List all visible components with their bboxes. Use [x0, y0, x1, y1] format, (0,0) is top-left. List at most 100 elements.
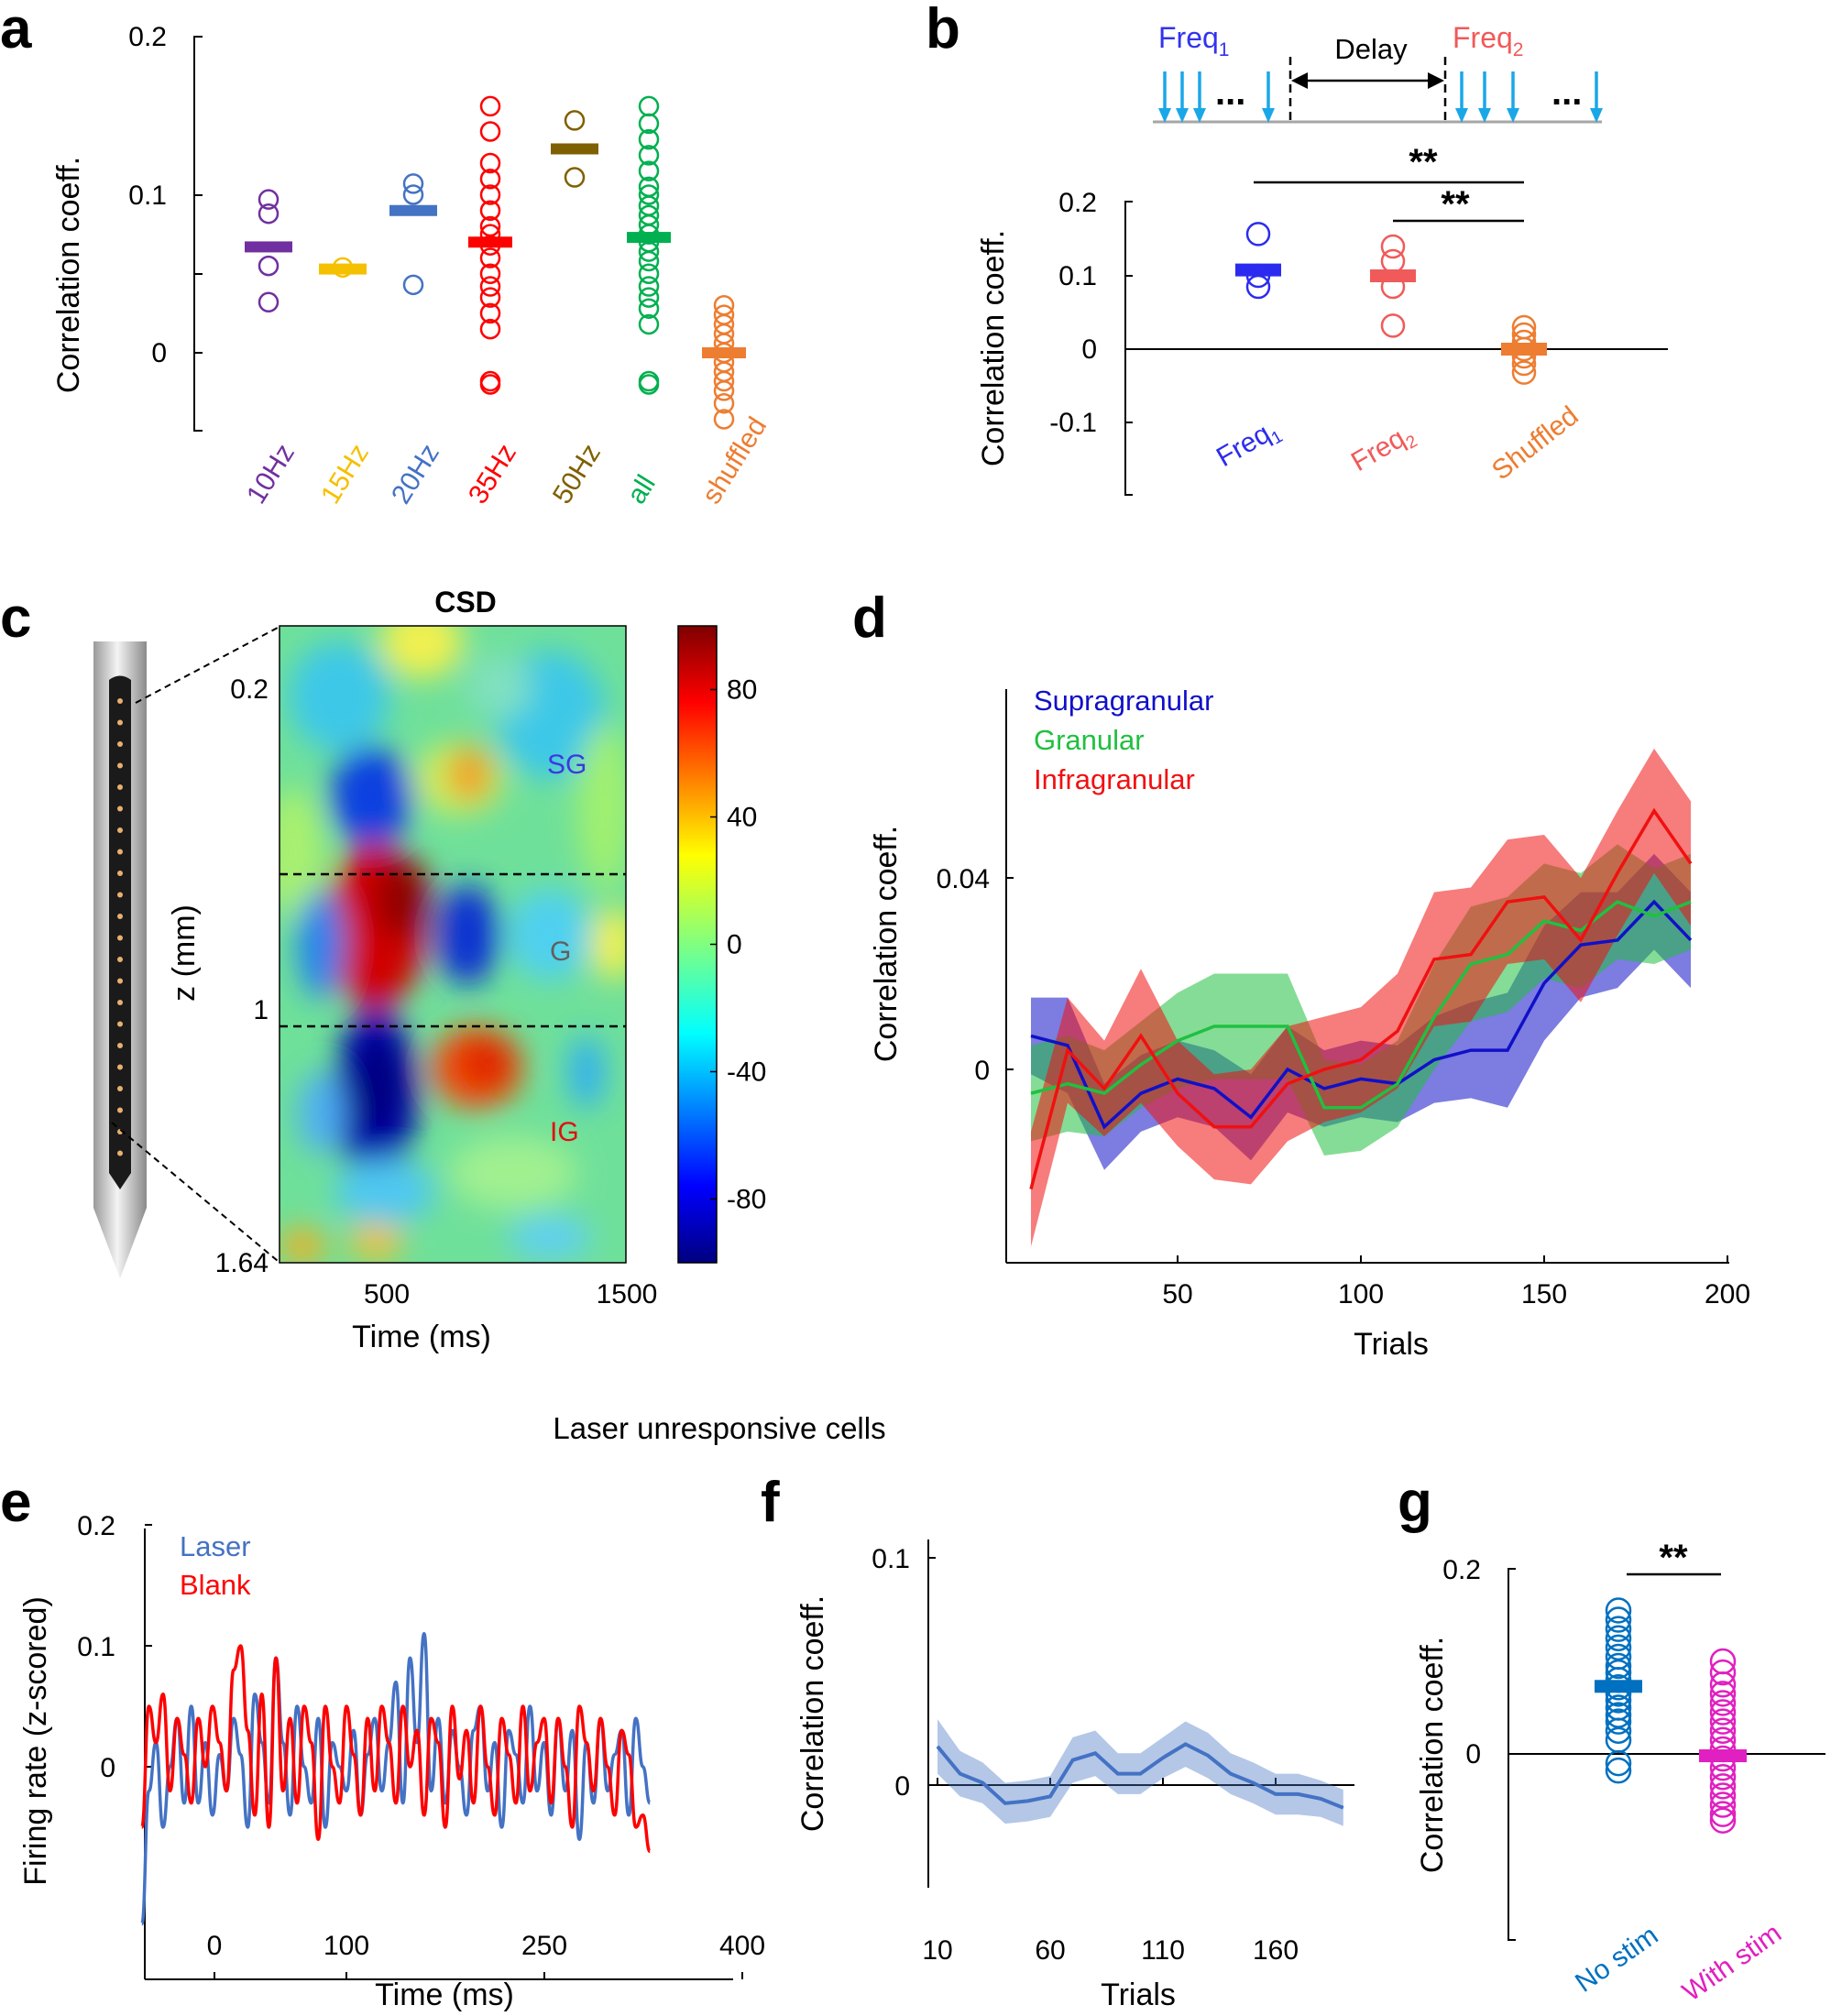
panel-b-xtick-freq1: Freq1 — [1212, 413, 1287, 477]
legend-infragranular: Infragranular — [1034, 763, 1195, 795]
data-point-10Hz — [258, 189, 280, 210]
data-point-35Hz — [479, 276, 501, 297]
data-point-35Hz — [479, 200, 501, 221]
mean-bar-all — [627, 232, 671, 244]
mean-bar-Freq1 — [1235, 263, 1281, 277]
category-label-50Hz: 50Hz — [547, 439, 607, 509]
panel-b-ylabel: Correlation coeff. — [976, 230, 1011, 466]
data-point-With stim — [1709, 1807, 1737, 1834]
freq2-schematic-label: Freq2 — [1453, 21, 1523, 60]
csd-xtick: 500 — [364, 1279, 410, 1309]
data-point-No stim — [1605, 1757, 1632, 1784]
data-point-With stim — [1709, 1801, 1737, 1827]
data-point-With stim — [1709, 1681, 1737, 1707]
data-point-shuffled — [713, 370, 735, 392]
panel-a-y-axis — [193, 36, 203, 432]
colorbar-tick: 80 — [727, 675, 757, 706]
data-point-With stim — [1709, 1764, 1737, 1791]
panel-label-d: d — [852, 586, 887, 650]
data-point-With stim — [1709, 1690, 1737, 1716]
panel-d-ylabel: Correlation coeff. — [869, 826, 904, 1062]
error-band-Infragranular — [1031, 748, 1691, 1247]
csd-ytick: 1.64 — [215, 1248, 269, 1278]
panel-label-g: g — [1398, 1471, 1432, 1534]
panel-e-ytick: 0.1 — [77, 1632, 115, 1662]
colorbar-tick: 40 — [727, 803, 757, 833]
data-point-all — [638, 250, 660, 272]
panel-f-chart: 0.1 0 10 60 110 160 Correlation coeff. Trials — [795, 1539, 1354, 2012]
data-point-35Hz — [479, 184, 501, 205]
legend-blank: Blank — [180, 1569, 251, 1601]
data-point-No stim — [1605, 1708, 1632, 1735]
data-point-No stim — [1605, 1597, 1632, 1624]
data-point-shuffled — [713, 392, 735, 414]
mean-bar-35Hz — [468, 236, 512, 248]
data-point-No stim — [1605, 1652, 1632, 1680]
data-point-With stim — [1709, 1782, 1737, 1809]
panel-a-ylabel: Correlation coeff. — [51, 157, 86, 393]
data-point-No stim — [1605, 1634, 1632, 1661]
layer-label-sg: SG — [547, 750, 587, 780]
data-point-20Hz — [402, 184, 424, 205]
mean-bar-10Hz — [245, 241, 292, 253]
series-line-Supragranular — [1030, 899, 1693, 1130]
data-point-Freq2 — [1380, 313, 1406, 338]
panel-b-ytick: 0.2 — [1058, 188, 1097, 218]
data-point-With stim — [1709, 1708, 1737, 1735]
data-point-35Hz — [479, 169, 501, 190]
significance-stars: ** — [1659, 1538, 1688, 1578]
panel-f-ytick: 0.1 — [872, 1544, 910, 1574]
data-point-10Hz — [258, 255, 280, 277]
panel-a-ytick: 0.2 — [128, 22, 167, 52]
trace-Laser — [140, 1632, 652, 1926]
csd-xlabel: Time (ms) — [352, 1320, 491, 1354]
panel-b-ytick: 0 — [1081, 334, 1097, 365]
panel-e-ytick: 0 — [100, 1753, 115, 1783]
panel-g-ytick: 0.2 — [1442, 1555, 1481, 1585]
data-point-all — [638, 263, 660, 284]
panel-label-c: c — [0, 586, 31, 650]
data-point-No stim — [1605, 1625, 1632, 1651]
colorbar-tick: -80 — [727, 1185, 766, 1215]
panel-b-xtick-shuffled: Shuffled — [1486, 400, 1584, 486]
data-point-35Hz — [479, 152, 501, 174]
panel-c-csd: CSD — [93, 586, 766, 1354]
data-point-35Hz — [479, 302, 501, 324]
panel-g-ylabel: Correlation coeff. — [1415, 1637, 1450, 1873]
panel-f-ylabel: Correlation coeff. — [795, 1595, 830, 1832]
data-point-shuffled — [713, 409, 735, 430]
panel-d-chart: 50 100 150 200 0.04 0 Correlation coeff. Tria… — [869, 685, 1750, 1362]
data-point-35Hz — [479, 247, 501, 268]
data-point-With stim — [1709, 1659, 1737, 1686]
legend-laser: Laser — [180, 1530, 251, 1562]
mean-bar-shuffled — [702, 347, 746, 358]
data-point-all — [638, 160, 660, 181]
csd-title: CSD — [434, 586, 497, 619]
panel-b-ytick: 0.1 — [1058, 261, 1097, 291]
data-point-all — [638, 298, 660, 319]
panel-g-xtick-with-stim: With stim — [1677, 1918, 1787, 2008]
section-title: Laser unresponsive cells — [553, 1411, 885, 1445]
panel-f-xtick: 60 — [1035, 1935, 1065, 1966]
data-point-No stim — [1605, 1606, 1632, 1633]
mean-bar-20Hz — [389, 204, 437, 216]
stimulus-schematic: Delay Freq1 Freq2 ... ... — [1153, 21, 1603, 125]
csd-ytick: 1 — [253, 995, 269, 1025]
data-point-With stim — [1709, 1699, 1737, 1726]
data-point-20Hz — [402, 274, 424, 296]
panel-e-ylabel: Firing rate (z-scored) — [18, 1596, 53, 1886]
colorbar-tick: -40 — [727, 1057, 766, 1088]
panel-g-chart: 0.2 0 Correlation coeff. ** No stim With… — [1415, 1538, 1826, 2008]
data-point-all — [638, 276, 660, 297]
panel-a-ytick: 0 — [151, 338, 167, 368]
csd-xtick: 1500 — [597, 1279, 658, 1309]
panel-e-xtick: 0 — [207, 1931, 223, 1961]
category-label-15Hz: 15Hz — [315, 439, 375, 509]
data-point-all — [638, 287, 660, 308]
data-point-10Hz — [258, 291, 280, 313]
data-point-Freq2 — [1380, 248, 1406, 274]
data-point-all — [638, 374, 660, 395]
data-point-all — [638, 184, 660, 205]
mean-bar-15Hz — [319, 263, 367, 275]
panel-f-xtick: 160 — [1253, 1935, 1299, 1966]
